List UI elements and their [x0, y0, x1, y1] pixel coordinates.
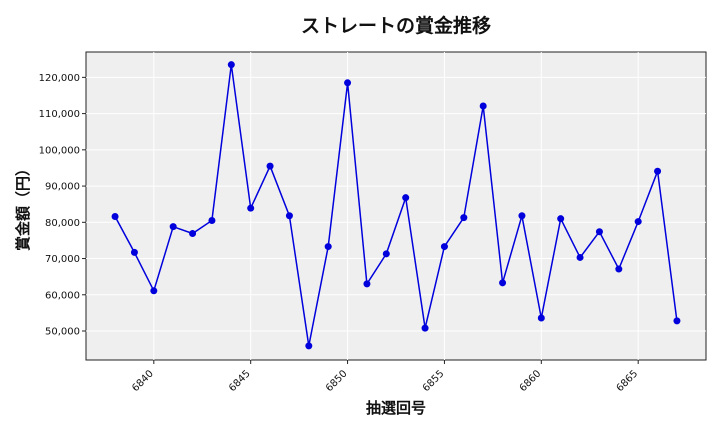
data-point — [402, 194, 410, 202]
y-tick-label: 100,000 — [39, 145, 80, 156]
data-point — [634, 218, 642, 226]
data-point — [324, 243, 332, 251]
y-tick-label: 110,000 — [39, 109, 80, 120]
y-tick-label: 60,000 — [45, 290, 80, 301]
data-point — [150, 287, 158, 295]
x-axis-label: 抽選回号 — [366, 399, 426, 417]
data-point — [227, 61, 235, 69]
y-tick-label: 70,000 — [45, 254, 80, 265]
y-axis-label: 賞金額（円） — [14, 161, 32, 251]
data-point — [576, 253, 584, 261]
data-point — [169, 223, 177, 231]
data-point — [363, 280, 371, 288]
series-layer — [111, 61, 681, 350]
data-point — [382, 250, 390, 258]
data-point — [208, 216, 216, 224]
data-point — [189, 230, 197, 238]
data-point — [111, 213, 119, 221]
series-line — [114, 64, 678, 347]
data-point — [673, 317, 681, 325]
data-point — [460, 214, 468, 222]
y-tick-label: 50,000 — [45, 327, 80, 338]
data-point — [615, 265, 623, 273]
plot-area — [85, 51, 707, 361]
data-point — [518, 212, 526, 220]
data-point — [479, 102, 487, 110]
chart-title: ストレートの賞金推移 — [301, 14, 491, 37]
data-point — [595, 228, 603, 236]
data-point — [537, 314, 545, 322]
x-tick-label: 6865 — [615, 368, 641, 394]
data-point — [421, 324, 429, 332]
data-point — [247, 204, 255, 212]
x-tick-label: 6840 — [130, 368, 156, 394]
data-point — [499, 279, 507, 287]
data-point — [344, 79, 352, 87]
y-tick-label: 120,000 — [39, 73, 80, 84]
data-point — [654, 167, 662, 175]
data-point — [266, 162, 274, 170]
data-point — [130, 248, 138, 256]
x-tick-label: 6845 — [227, 368, 253, 394]
y-axis-ticks: 50,000 60,000 70,000 80,000 90,000 100,000 110… — [39, 73, 86, 338]
grid-lines — [86, 52, 706, 360]
data-point — [285, 212, 293, 220]
x-axis-ticks: 6840 6845 6850 6855 6860 6865 — [130, 360, 640, 394]
data-point — [557, 215, 565, 223]
x-tick-label: 6850 — [324, 368, 350, 394]
y-tick-label: 80,000 — [45, 218, 80, 229]
x-tick-label: 6860 — [518, 368, 544, 394]
x-tick-label: 6855 — [421, 368, 447, 394]
data-point — [305, 342, 313, 350]
y-tick-label: 90,000 — [45, 182, 80, 193]
data-point — [440, 243, 448, 251]
